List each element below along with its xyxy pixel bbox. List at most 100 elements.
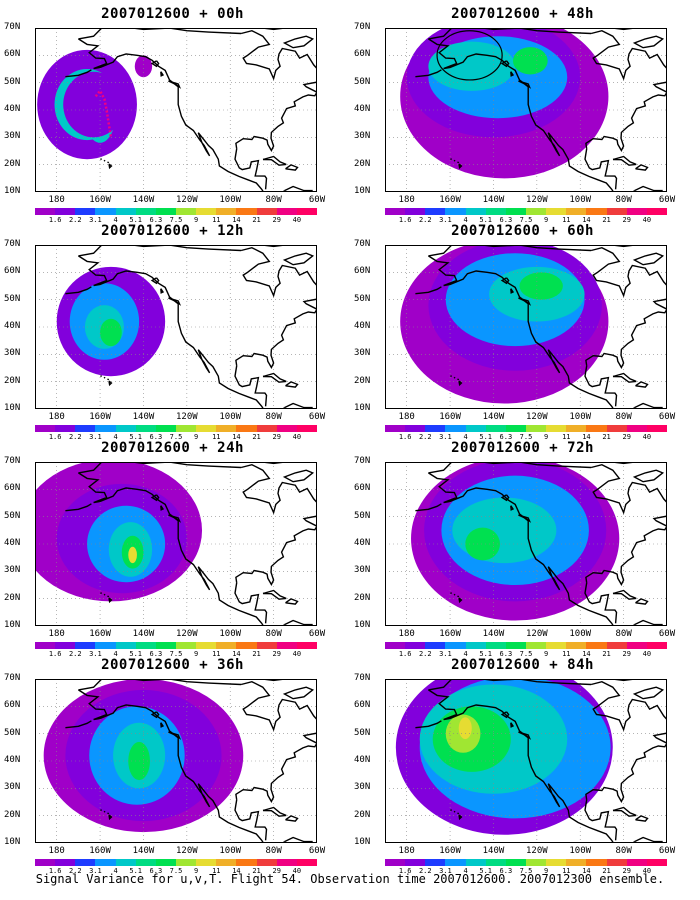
- coastline: [632, 252, 665, 266]
- colorbar-label: 29: [272, 650, 281, 658]
- coastline: [103, 159, 106, 162]
- colorbar-label: 2.2: [418, 867, 432, 875]
- colorbar-label: 40: [292, 650, 302, 658]
- x-tick-label: 100W: [219, 195, 242, 205]
- x-tick-label: 160W: [439, 412, 461, 422]
- coastline: [500, 277, 510, 285]
- x-tick-label: 160W: [89, 195, 111, 205]
- colorbar-swatch: [405, 208, 426, 215]
- plot-frame: [35, 28, 317, 192]
- y-tick-label: 70N: [4, 673, 21, 683]
- x-tick-label: 160W: [439, 195, 461, 205]
- y-tick-label: 60N: [4, 483, 21, 494]
- y-tick-label: 50N: [4, 727, 21, 738]
- coastline: [150, 711, 160, 719]
- colorbar-label: 1.6: [398, 650, 412, 658]
- colorbar-label: 11: [212, 650, 221, 658]
- coastline: [518, 731, 532, 740]
- panel-title: 2007012600 + 24h: [101, 440, 244, 456]
- y-tick-label: 10N: [354, 403, 371, 413]
- y-tick-label: 10N: [354, 186, 371, 196]
- coastline: [458, 814, 463, 821]
- colorbar-swatch: [135, 642, 156, 649]
- colorbar-label: 4: [463, 867, 468, 875]
- colorbar-swatch: [256, 859, 277, 866]
- colorbar-swatch: [586, 208, 607, 215]
- coastline: [65, 69, 92, 78]
- colorbar-label: 29: [272, 433, 281, 441]
- map-canvas: [35, 462, 317, 626]
- colorbar-label: 11: [562, 650, 571, 658]
- variance-contour: [128, 546, 137, 564]
- colorbar-label: 3.1: [439, 650, 452, 658]
- colorbar-swatch: [566, 859, 587, 866]
- colorbar-label: 2.2: [68, 216, 82, 224]
- colorbar-swatch: [196, 642, 217, 649]
- coastline: [108, 814, 113, 821]
- coastline: [284, 619, 313, 626]
- coastline: [65, 720, 92, 729]
- coastline: [235, 298, 317, 369]
- x-tick-label: 80W: [615, 629, 632, 639]
- colorbar-swatch: [216, 642, 237, 649]
- colorbar-swatch: [646, 208, 667, 215]
- x-tick-label: 80W: [615, 846, 632, 856]
- coastline: [634, 402, 663, 409]
- coastline: [518, 297, 532, 306]
- colorbar-label: 7.5: [519, 433, 533, 441]
- colorbar-labels: 1.6 2.2 3.1 4 5.1 6.3 7.5 9 11 14 21 29 40: [385, 867, 667, 877]
- coastline: [107, 595, 110, 598]
- colorbar-swatch: [55, 642, 76, 649]
- map-canvas: [385, 245, 667, 409]
- coastline: [612, 589, 637, 600]
- variance-contour: [458, 717, 472, 740]
- colorbar-label: 1.6: [48, 867, 62, 875]
- coastline: [262, 589, 287, 600]
- panel-title: 2007012600 + 72h: [451, 440, 594, 456]
- coastline: [428, 689, 635, 843]
- coastline: [450, 158, 453, 161]
- x-tick-label: 100W: [219, 846, 242, 856]
- colorbar-label: 21: [252, 216, 261, 224]
- coastline: [500, 60, 510, 68]
- colorbar-swatch: [236, 642, 257, 649]
- colorbar-swatch: [196, 859, 217, 866]
- x-tick-label: 100W: [569, 412, 592, 422]
- y-tick-label: 50N: [354, 76, 371, 87]
- coastline: [518, 514, 532, 523]
- colorbar-swatch: [385, 859, 406, 866]
- plot-frame: [385, 28, 667, 192]
- colorbar-swatch: [525, 642, 547, 649]
- x-tick-label: 140W: [482, 195, 505, 205]
- y-tick-label: 60N: [354, 700, 371, 711]
- y-tick-label: 40N: [354, 538, 371, 548]
- x-tick-label: 180: [48, 195, 65, 205]
- y-tick-label: 20N: [4, 158, 21, 169]
- colorbar-swatch: [135, 425, 156, 432]
- colorbar-label: 5.1: [479, 867, 493, 875]
- coastline: [415, 503, 442, 512]
- colorbar-label: 40: [642, 216, 652, 224]
- colorbar-label: 40: [292, 867, 302, 875]
- colorbar-swatch: [405, 425, 426, 432]
- colorbar-label: 11: [212, 216, 221, 224]
- coastline: [150, 277, 160, 285]
- colorbar-swatch: [155, 642, 176, 649]
- colorbar-swatch: [256, 425, 277, 432]
- colorbar-labels: 1.6 2.2 3.1 4 5.1 6.3 7.5 9 11 14 21 29 40: [385, 433, 667, 443]
- colorbar-swatch: [175, 642, 197, 649]
- colorbar-swatch: [115, 208, 136, 215]
- colorbar-label: 29: [622, 216, 631, 224]
- coastline: [285, 164, 299, 171]
- colorbar-swatch: [236, 208, 257, 215]
- coastline: [458, 597, 463, 604]
- colorbar-label: 14: [582, 650, 591, 658]
- coastline: [634, 836, 663, 843]
- colorbar-swatch: [115, 425, 136, 432]
- colorbar-label: 1.6: [48, 650, 62, 658]
- colorbar-label: 6.3: [149, 433, 163, 441]
- x-tick-label: 140W: [482, 846, 505, 856]
- colorbar-swatch: [566, 425, 587, 432]
- colorbar-label: 2.2: [68, 433, 82, 441]
- map-plot: [35, 679, 317, 843]
